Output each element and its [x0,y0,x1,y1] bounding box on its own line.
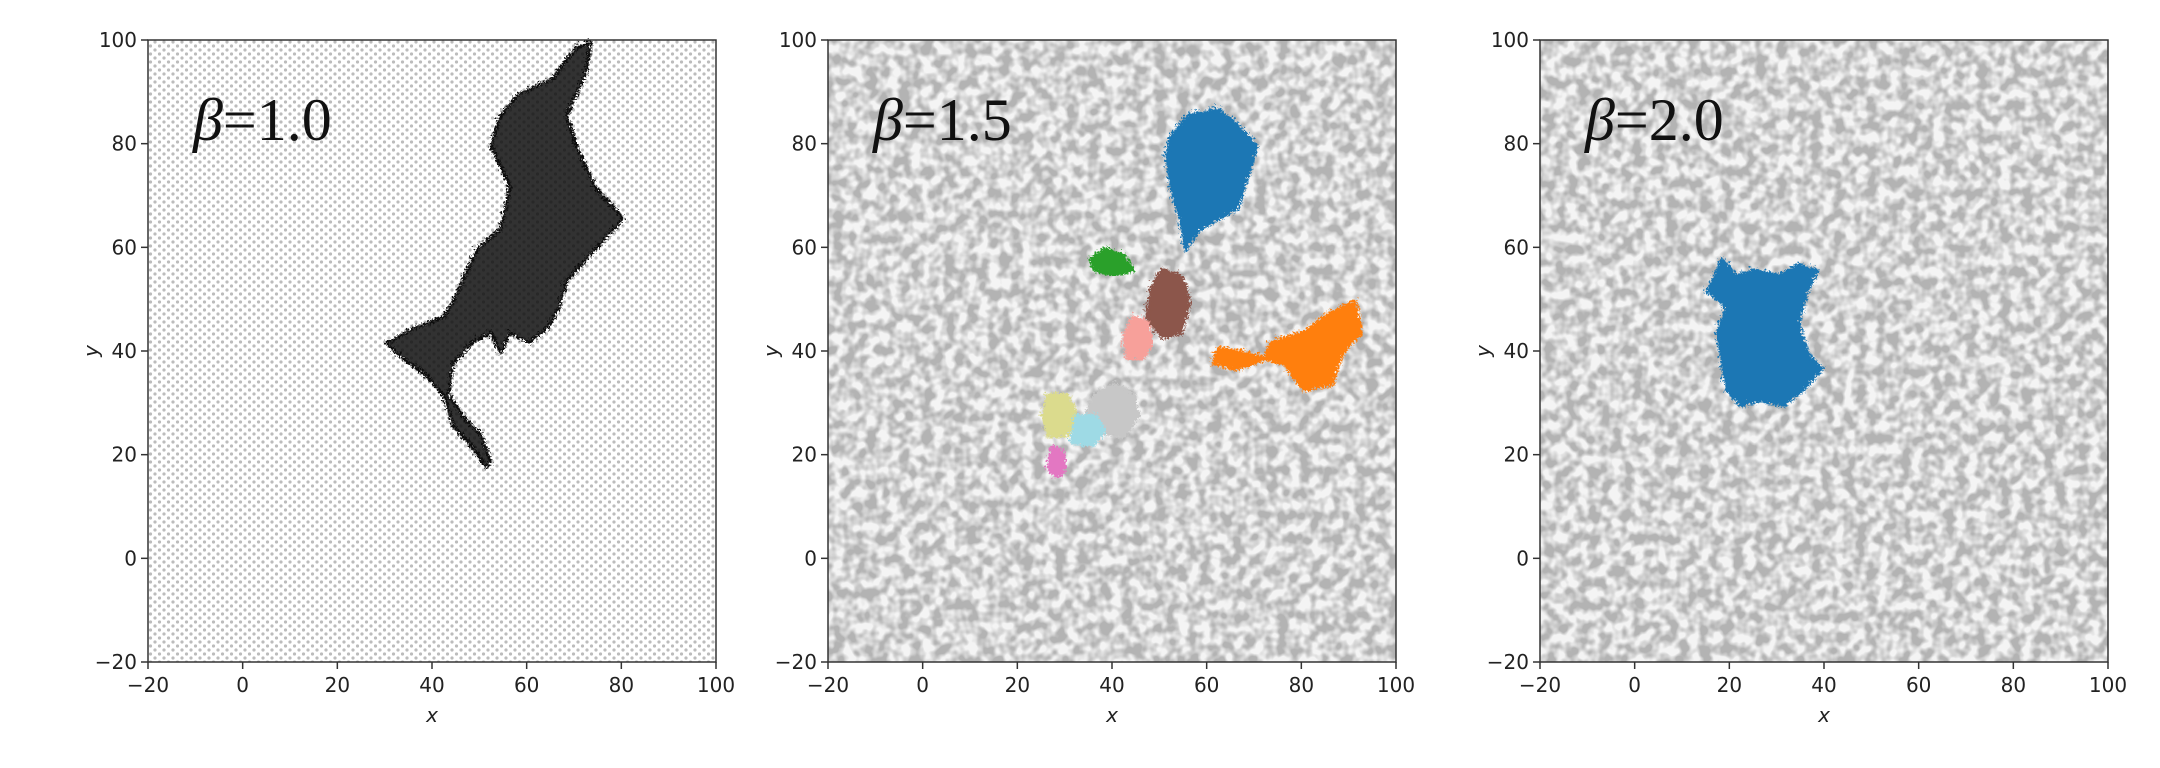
y-tick-label: −20 [95,650,137,674]
y-tick-label: −20 [775,650,817,674]
y-axis-label: y [1471,344,1495,358]
x-tick-label: 0 [236,673,249,697]
cluster-2 [1086,245,1133,276]
x-tick-label: 100 [2089,673,2127,697]
y-tick-label: 100 [779,28,817,52]
speckle-background [1540,40,2108,662]
y-tick-label: 60 [112,235,137,259]
x-tick-label: 40 [1099,673,1124,697]
beta-symbol: β [192,87,223,153]
x-tick-label: 80 [1289,673,1314,697]
x-axis-label: x [1817,703,1830,727]
cluster-5 [1119,312,1152,359]
cluster-4 [1209,297,1361,390]
x-tick-label: −20 [807,673,849,697]
y-tick-label: 100 [99,28,137,52]
y-tick-label: 20 [112,443,137,467]
beta-annotation: β=1.0 [192,87,332,153]
cluster-7 [1039,390,1077,436]
y-tick-label: 40 [1504,339,1529,363]
x-tick-label: 20 [1717,673,1742,697]
x-tick-label: 100 [697,673,735,697]
y-tick-label: 0 [124,546,137,570]
y-axis-label: y [759,344,783,358]
panel-1: −20 0 20 40 60 80 100 −20 0 20 40 60 80 100 x y β=1.0 [79,28,735,727]
cluster-8 [1067,411,1105,447]
y-tick-label: 0 [1516,546,1529,570]
beta-symbol: β [872,87,903,153]
x-tick-label: −20 [127,673,169,697]
cluster-9 [1043,442,1067,478]
x-tick-label: 80 [609,673,634,697]
x-tick-label: 40 [1811,673,1836,697]
x-tick-label: 100 [1377,673,1415,697]
y-tick-label: 0 [804,546,817,570]
beta-symbol: β [1584,87,1615,153]
cluster-1 [1703,255,1822,405]
beta-value: =1.0 [223,87,332,153]
x-tick-label: 0 [1628,673,1641,697]
x-tick-label: 20 [1005,673,1030,697]
x-tick-label: 60 [514,673,539,697]
y-tick-label: 60 [792,235,817,259]
x-axis-label: x [1105,703,1118,727]
y-tick-label: 40 [112,339,137,363]
beta-annotation: β=1.5 [872,87,1012,153]
x-tick-label: −20 [1519,673,1561,697]
y-tick-label: −20 [1487,650,1529,674]
y-tick-label: 60 [1504,235,1529,259]
x-axis-label: x [425,703,438,727]
cluster-1 [1162,105,1256,250]
x-tick-label: 80 [2001,673,2026,697]
beta-value: =2.0 [1615,87,1724,153]
y-tick-label: 20 [792,443,817,467]
x-tick-label: 40 [419,673,444,697]
y-tick-label: 80 [792,132,817,156]
x-tick-label: 60 [1906,673,1931,697]
y-tick-label: 100 [1491,28,1529,52]
cluster-1 [383,38,623,467]
cluster-3 [1143,266,1190,338]
x-tick-label: 0 [916,673,929,697]
y-tick-label: 20 [1504,443,1529,467]
y-tick-label: 80 [112,132,137,156]
panel-2: −20 0 20 40 60 80 100 −20 0 20 40 60 80 100 x y β=1.5 [759,28,1415,727]
x-tick-label: 60 [1194,673,1219,697]
beta-value: =1.5 [903,87,1012,153]
y-axis-label: y [79,344,103,358]
y-tick-label: 40 [792,339,817,363]
y-tick-label: 80 [1504,132,1529,156]
beta-annotation: β=2.0 [1584,87,1724,153]
panel-3: −20 0 20 40 60 80 100 −20 0 20 40 60 80 100 x y β=2.0 [1471,28,2127,727]
x-tick-label: 20 [325,673,350,697]
